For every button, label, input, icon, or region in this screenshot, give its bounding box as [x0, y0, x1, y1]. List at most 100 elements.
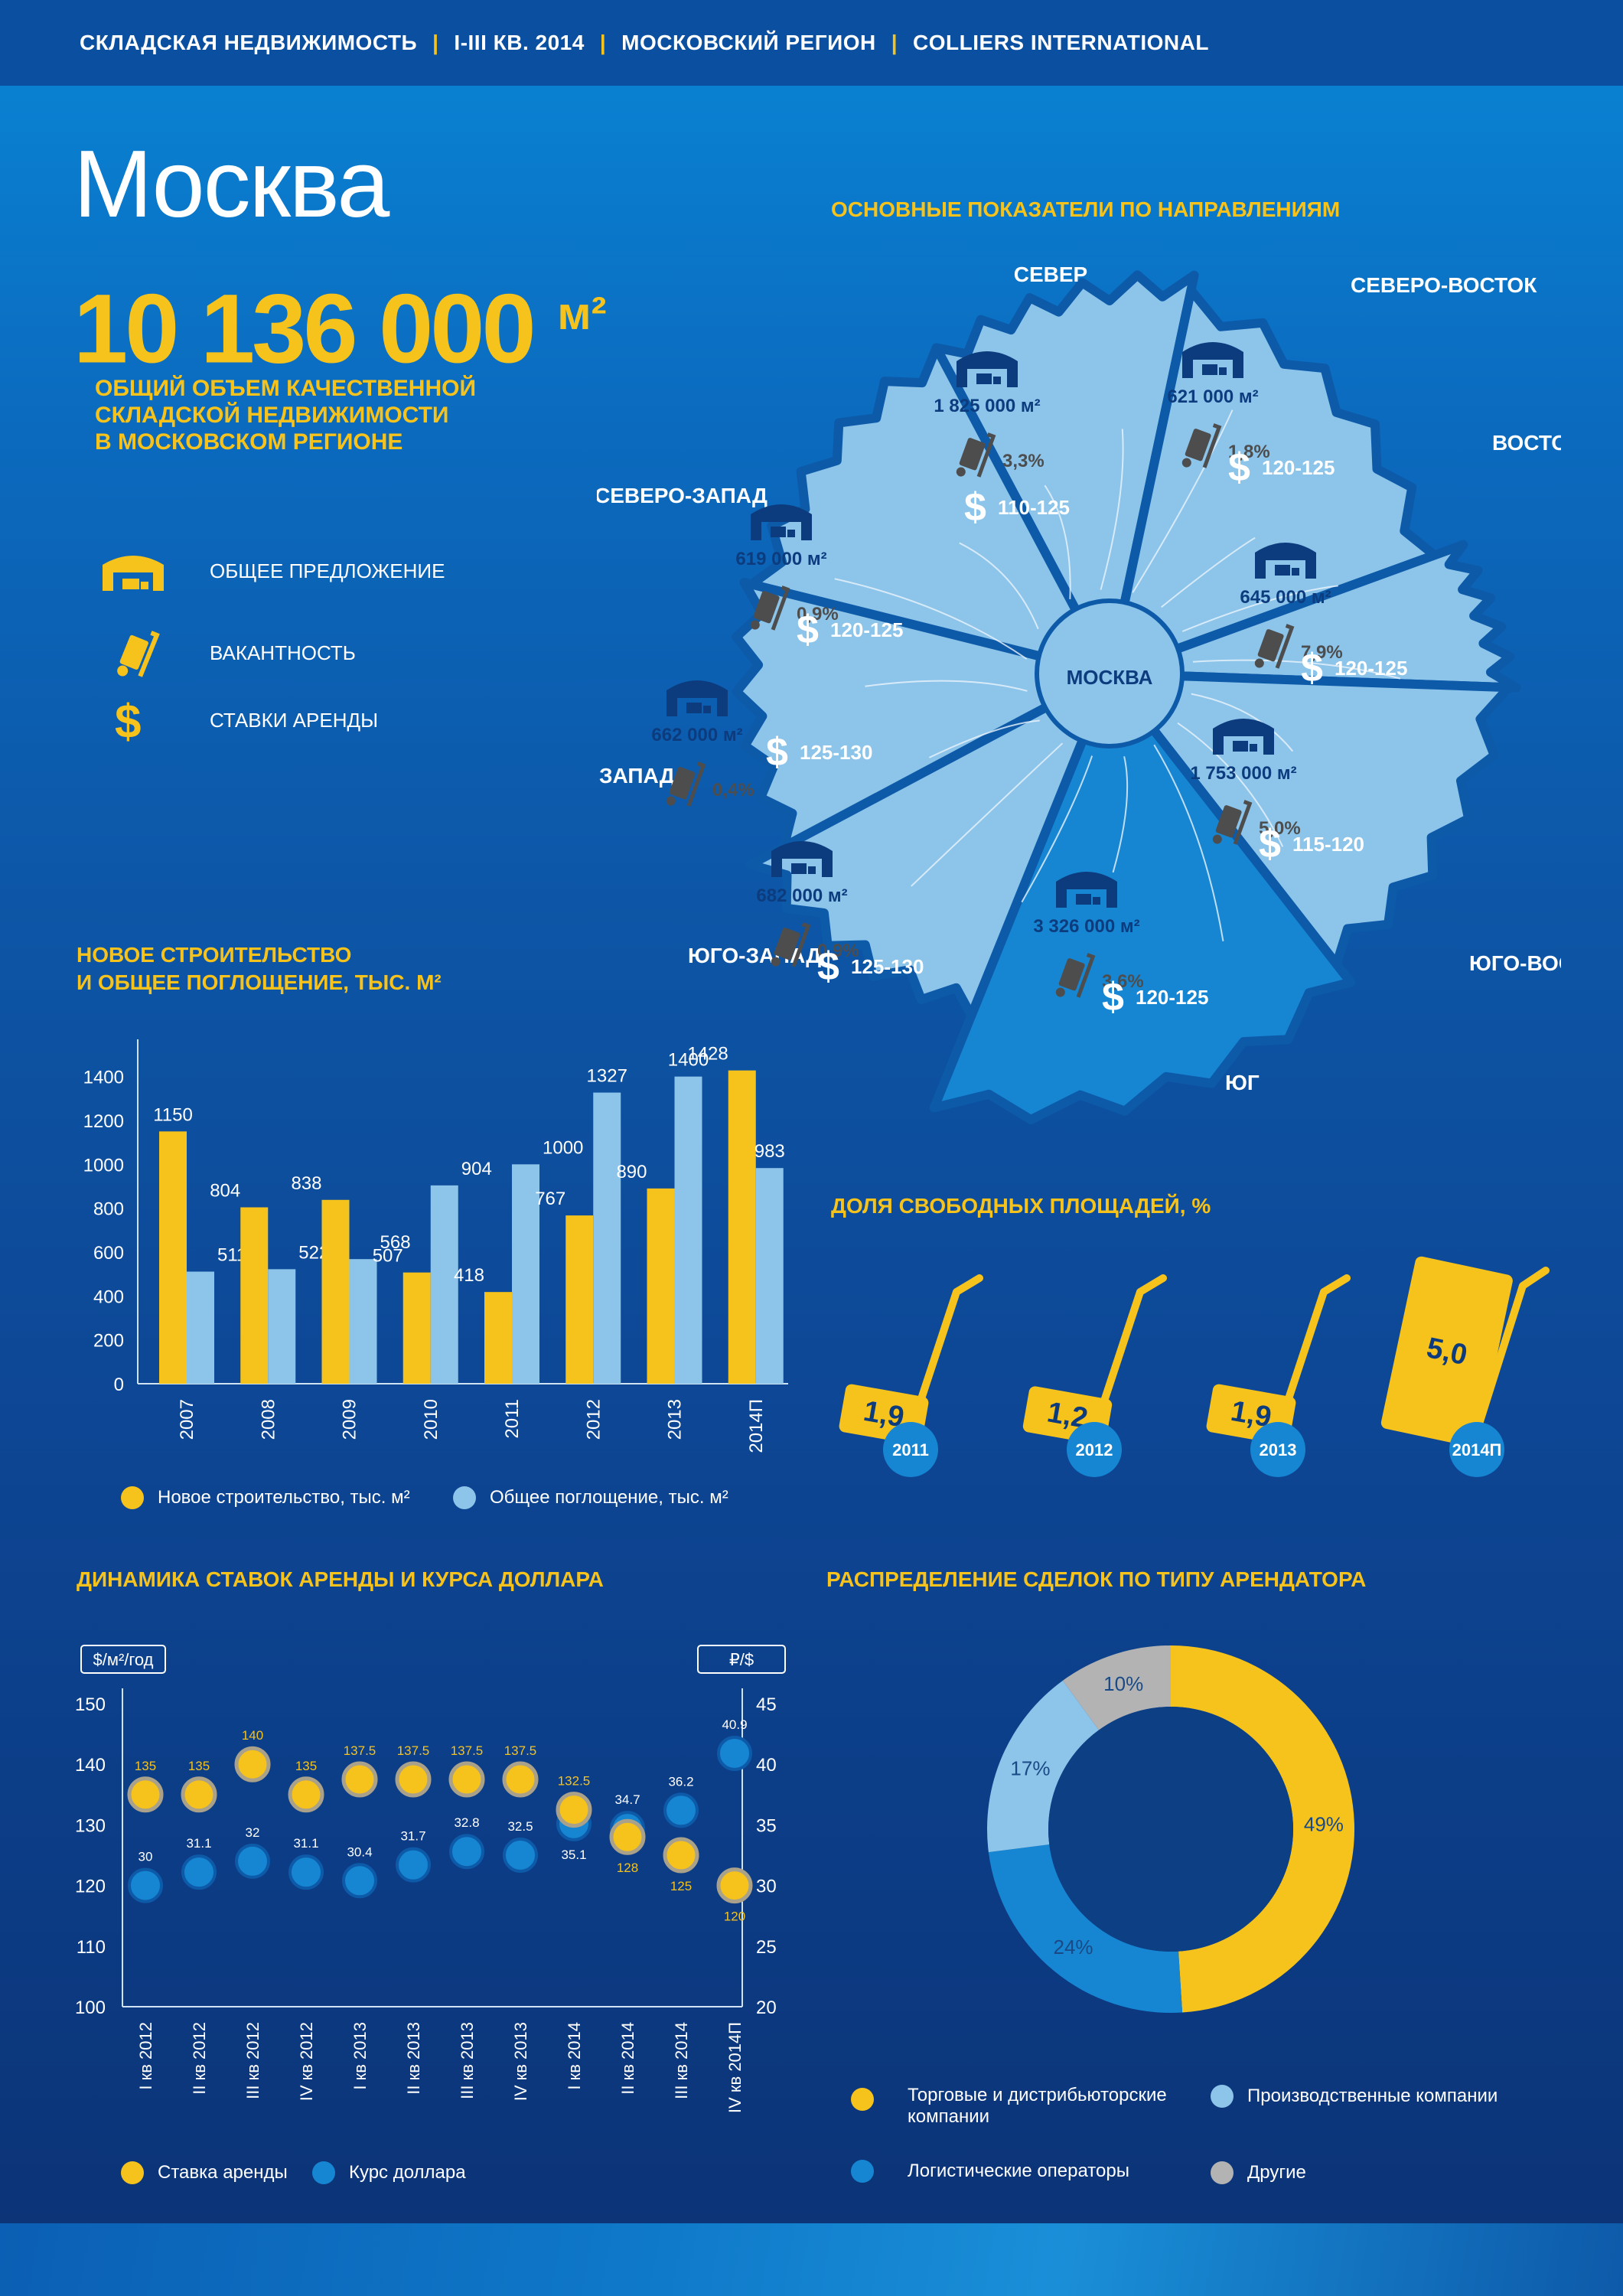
map-road-line	[1112, 756, 1129, 873]
map-sector-5	[929, 669, 1356, 1124]
bar-absorption	[755, 1168, 784, 1384]
dollar-value-label: 31.7	[400, 1829, 425, 1844]
truck-handle	[1274, 1274, 1351, 1435]
bar-value-label: 904	[461, 1159, 492, 1179]
dollar-point	[663, 1792, 699, 1828]
sector-rent: 120-125	[1262, 456, 1335, 479]
rent-point	[556, 1792, 592, 1828]
dollar-value-label: 36.2	[668, 1774, 693, 1789]
map-road-line	[1153, 744, 1224, 941]
header-item: I-III КВ. 2014	[454, 31, 585, 54]
rent-value-label: 140	[242, 1728, 263, 1743]
hand-truck-icon	[1254, 624, 1295, 669]
bar-value-label: 418	[454, 1265, 484, 1286]
vacancy-year: 2013	[1260, 1440, 1297, 1459]
dollar-point	[288, 1854, 324, 1890]
map-road-line	[865, 680, 1028, 692]
dollar-icon: $	[115, 696, 141, 744]
dollar-point	[449, 1834, 484, 1870]
left-tick-label: 140	[75, 1755, 106, 1776]
dollar-value-label: 32.8	[454, 1815, 479, 1830]
dollar-icon: $	[766, 730, 788, 775]
header-separator: |	[599, 31, 607, 54]
sector-vacancy: 5,0%	[1259, 818, 1301, 839]
sector-supply: 662 000 м²	[651, 725, 742, 745]
bar-new-construction	[728, 1070, 756, 1384]
bar-value-label: 568	[380, 1232, 411, 1253]
x-tick-label: I кв 2014	[565, 2022, 584, 2090]
sector-supply: 1 753 000 м²	[1190, 763, 1296, 784]
bar-new-construction	[565, 1215, 594, 1384]
bar-chart-title: НОВОЕ СТРОИТЕЛЬСТВО И ОБЩЕЕ ПОГЛОЩЕНИЕ, …	[77, 941, 442, 996]
donut-legend-retail: Торговые и дистрибьюторские компании	[851, 2085, 1203, 2128]
total-label: ОБЩИЙ ОБЪЕМ КАЧЕСТВЕННОЙ СКЛАДСКОЙ НЕДВИ…	[95, 375, 476, 455]
x-tick-label: II кв 2014	[618, 2022, 637, 2095]
bar-value-label: 983	[754, 1141, 785, 1162]
legend-label: Ставка аренды	[158, 2162, 288, 2183]
map-road-line	[834, 578, 1028, 660]
left-unit-box	[80, 1645, 166, 1674]
rent-value-label: 137.5	[397, 1743, 430, 1758]
map-road-line	[1044, 484, 1071, 599]
dollar-value-label: 32	[246, 1825, 260, 1840]
legend-swatch	[851, 2160, 874, 2183]
sector-supply: 1 825 000 м²	[934, 396, 1040, 416]
sector-name: СЕВЕРО-ЗАПАД	[597, 484, 768, 507]
x-tick-label: 2010	[421, 1399, 442, 1440]
map-sector-info: ЮГО-ВОСТОК 1 753 000 м² 5,0%$115-120	[1190, 719, 1561, 975]
dollar-value-label: 31.1	[186, 1836, 211, 1851]
map-sector-info: ЗАПАД 662 000 м² 0,4% $ 125-130	[599, 680, 872, 807]
total-unit: м²	[557, 288, 607, 339]
y-tick-label: 1200	[83, 1111, 124, 1132]
map-sector-3	[1105, 540, 1521, 693]
rent-value-label: 135	[295, 1759, 317, 1773]
svg-text:$: $	[115, 696, 141, 744]
y-tick-label: 0	[114, 1375, 124, 1395]
bar-absorption	[268, 1269, 296, 1384]
bar-absorption	[674, 1076, 702, 1384]
map-road-line	[1181, 585, 1338, 632]
map-road-line	[1021, 755, 1093, 903]
y-tick-label: 200	[93, 1331, 124, 1352]
rent-value-label: 128	[617, 1861, 638, 1875]
hand-truck-icon	[1181, 423, 1222, 468]
bar-value-label: 1150	[153, 1104, 193, 1125]
bar-new-construction	[402, 1272, 431, 1384]
x-tick-label: 2013	[665, 1399, 686, 1440]
truck-handle	[1473, 1267, 1550, 1435]
left-tick-label: 130	[75, 1815, 106, 1836]
bar-value-label: 1327	[587, 1066, 627, 1087]
left-tick-label: 100	[75, 1998, 106, 2018]
map-title: ОСНОВНЫЕ ПОКАЗАТЕЛИ ПО НАПРАВЛЕНИЯМ	[831, 197, 1341, 221]
rent-value-label: 135	[188, 1759, 210, 1773]
legend-label: Новое строительство, тыс. м²	[158, 1487, 410, 1508]
map-road-line	[1161, 536, 1256, 608]
dollar-icon: $	[1228, 445, 1250, 490]
y-tick-label: 400	[93, 1287, 124, 1307]
total-label-line: В МОСКОВСКОМ РЕГИОНЕ	[95, 429, 403, 455]
x-tick-label: IV кв 2014П	[725, 2022, 745, 2113]
hand-truck-icon	[117, 631, 160, 677]
hand-truck-icon	[1055, 953, 1096, 998]
donut-legend-production: Производственные компании	[1211, 2085, 1498, 2108]
legend-swatch	[121, 2161, 144, 2184]
bar-absorption	[349, 1259, 377, 1384]
sector-vacancy: 0,9%	[797, 604, 839, 625]
rent-legend-dollar: Курс доллара	[312, 2161, 466, 2184]
legend-swatch	[851, 2088, 874, 2111]
header-separator: |	[891, 31, 898, 54]
total-label-line: ОБЩИЙ ОБЪЕМ КАЧЕСТВЕННОЙ	[95, 376, 477, 401]
x-tick-label: II кв 2012	[190, 2022, 209, 2095]
sector-vacancy: 3,3%	[1002, 451, 1045, 471]
legend-supply-label: ОБЩЕЕ ПРЕДЛОЖЕНИЕ	[210, 559, 445, 582]
rent-point	[663, 1837, 699, 1874]
rent-chart-title: ДИНАМИКА СТАВОК АРЕНДЫ И КУРСА ДОЛЛАРА	[77, 1567, 604, 1591]
legend-rent-label: СТАВКИ АРЕНДЫ	[210, 708, 379, 732]
sector-name: ВОСТОК	[1492, 431, 1561, 455]
x-tick-label: 2012	[583, 1399, 604, 1440]
map-sector-4	[1105, 669, 1514, 969]
sector-vacancy: 0,4%	[712, 780, 754, 801]
dollar-point	[235, 1843, 270, 1879]
y-tick-label: 1400	[83, 1068, 124, 1088]
